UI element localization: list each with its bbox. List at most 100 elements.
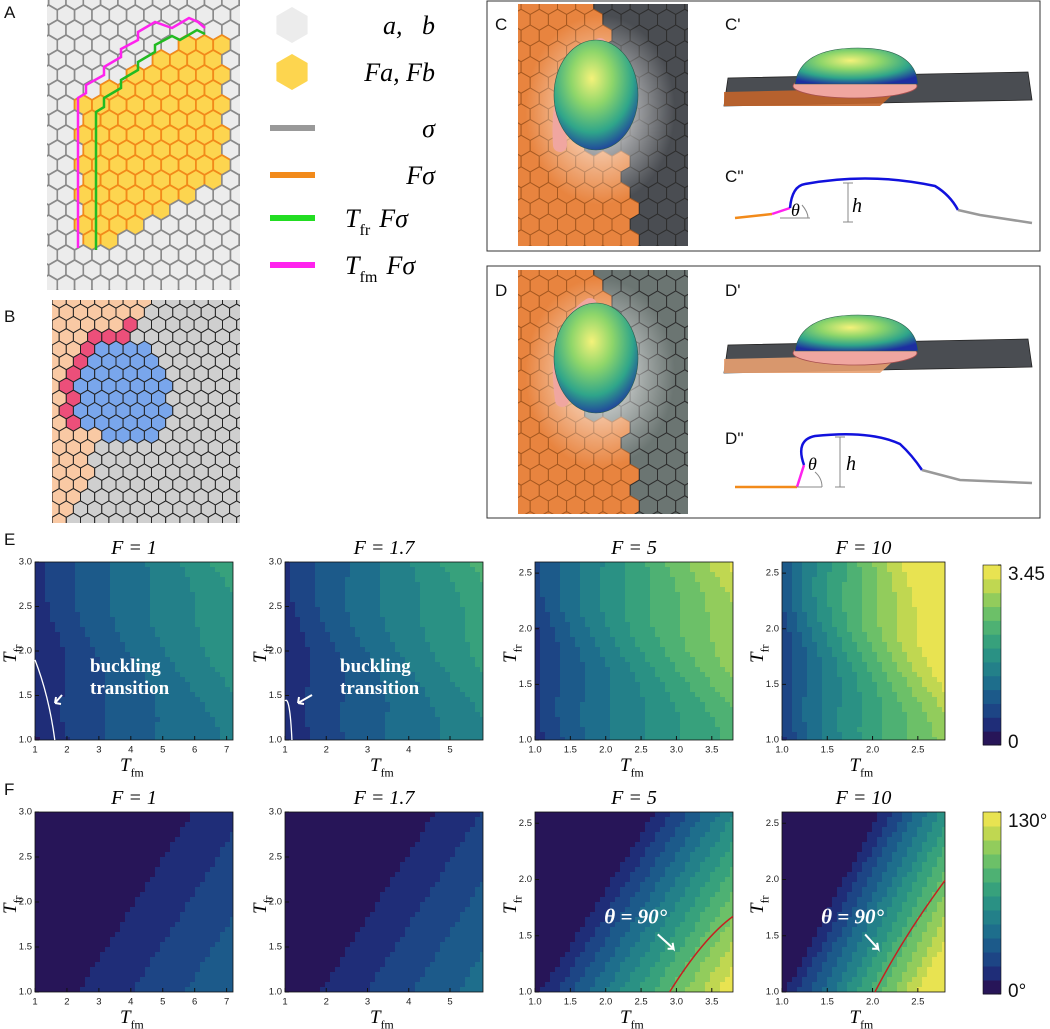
- contour-cell: [380, 572, 386, 578]
- contour-cell: [80, 657, 86, 663]
- contour-cell: [285, 597, 291, 603]
- contour-cell: [325, 567, 331, 573]
- contour-cell: [40, 617, 46, 623]
- contour-cell: [300, 692, 306, 698]
- contour-cell: [305, 727, 311, 733]
- contour-cell: [585, 697, 591, 703]
- hex-cell: [685, 512, 703, 533]
- contour-cell: [600, 637, 606, 643]
- contour-cell: [65, 572, 71, 578]
- contour-cell: [305, 632, 311, 638]
- contour-cell: [360, 602, 366, 608]
- contour-cell: [175, 637, 181, 643]
- contour-cell: [675, 632, 681, 638]
- contour-cell: [220, 587, 226, 593]
- contour-cell: [190, 687, 196, 693]
- contour-cell: [320, 697, 326, 703]
- contour-cell: [310, 697, 316, 703]
- contour-cell: [105, 632, 111, 638]
- contour-cell: [225, 617, 231, 623]
- contour-cell: [675, 692, 681, 698]
- contour-cell: [585, 592, 591, 598]
- contour-cell: [160, 607, 166, 613]
- contour-cell: [75, 707, 81, 713]
- contour-cell: [595, 727, 601, 733]
- contour-cell: [85, 577, 91, 583]
- contour-cell: [405, 647, 411, 653]
- contour-cell: [375, 562, 381, 568]
- contour-cell: [480, 662, 483, 668]
- contour-cell: [560, 727, 566, 733]
- contour-cell: [425, 627, 431, 633]
- contour-cell: [470, 577, 476, 583]
- contour-cell: [580, 692, 586, 698]
- contour-cell: [225, 687, 231, 693]
- contour-cell: [225, 592, 231, 598]
- contour-cell: [70, 717, 76, 723]
- contour-cell: [535, 607, 541, 613]
- contour-cell: [180, 622, 186, 628]
- contour-cell: [475, 582, 481, 588]
- contour-cell: [465, 637, 471, 643]
- contour-cell: [170, 617, 176, 623]
- contour-cell: [470, 592, 476, 598]
- contour-cell: [435, 642, 441, 648]
- contour-cell: [175, 602, 181, 608]
- contour-cell: [480, 717, 483, 723]
- contour-cell: [385, 707, 391, 713]
- contour-cell: [345, 587, 351, 593]
- hex-cell: [244, 476, 258, 492]
- contour-cell: [175, 567, 181, 573]
- contour-cell: [430, 612, 436, 618]
- contour-cell: [150, 732, 156, 738]
- contour-cell: [375, 712, 381, 718]
- contour-cell: [190, 652, 196, 658]
- contour-cell: [155, 717, 161, 723]
- contour-cell: [345, 642, 351, 648]
- contour-cell: [90, 642, 96, 648]
- contour-cell: [565, 737, 571, 740]
- contour-cell: [340, 602, 346, 608]
- contour-cell: [35, 677, 41, 683]
- contour-cell: [300, 632, 306, 638]
- contour-cell: [295, 567, 301, 573]
- contour-cell: [475, 572, 481, 578]
- y-tick-label: 1.5: [269, 690, 282, 701]
- contour-cell: [535, 702, 541, 708]
- contour-cell: [120, 602, 126, 608]
- contour-cell: [285, 607, 291, 613]
- contour-cell: [145, 597, 151, 603]
- contour-cell: [475, 702, 481, 708]
- contour-cell: [420, 627, 426, 633]
- contour-cell: [675, 697, 681, 703]
- contour-cell: [415, 582, 421, 588]
- contour-cell: [595, 687, 601, 693]
- hex-cell: [52, 488, 53, 506]
- contour-cell: [540, 727, 546, 733]
- contour-cell: [605, 722, 611, 728]
- hex-cell: [528, 244, 533, 246]
- contour-cell: [105, 587, 111, 593]
- contour-cell: [455, 607, 461, 613]
- contour-cell: [540, 652, 546, 658]
- contour-cell: [190, 672, 196, 678]
- contour-cell: [130, 642, 136, 648]
- contour-cell: [55, 707, 61, 713]
- contour-cell: [660, 682, 666, 688]
- contour-cell: [405, 607, 411, 613]
- contour-cell: [295, 672, 301, 678]
- contour-cell: [585, 597, 591, 603]
- contour-cell: [605, 592, 611, 598]
- contour-cell: [150, 607, 156, 613]
- contour-cell: [340, 582, 346, 588]
- contour-cell: [345, 707, 351, 713]
- contour-cell: [385, 587, 391, 593]
- contour-cell: [185, 597, 191, 603]
- contour-cell: [625, 577, 631, 583]
- contour-cell: [345, 617, 351, 623]
- contour-cell: [175, 612, 181, 618]
- contour-cell: [610, 687, 616, 693]
- contour-cell: [675, 582, 681, 588]
- contour-cell: [435, 712, 441, 718]
- contour-cell: [335, 587, 341, 593]
